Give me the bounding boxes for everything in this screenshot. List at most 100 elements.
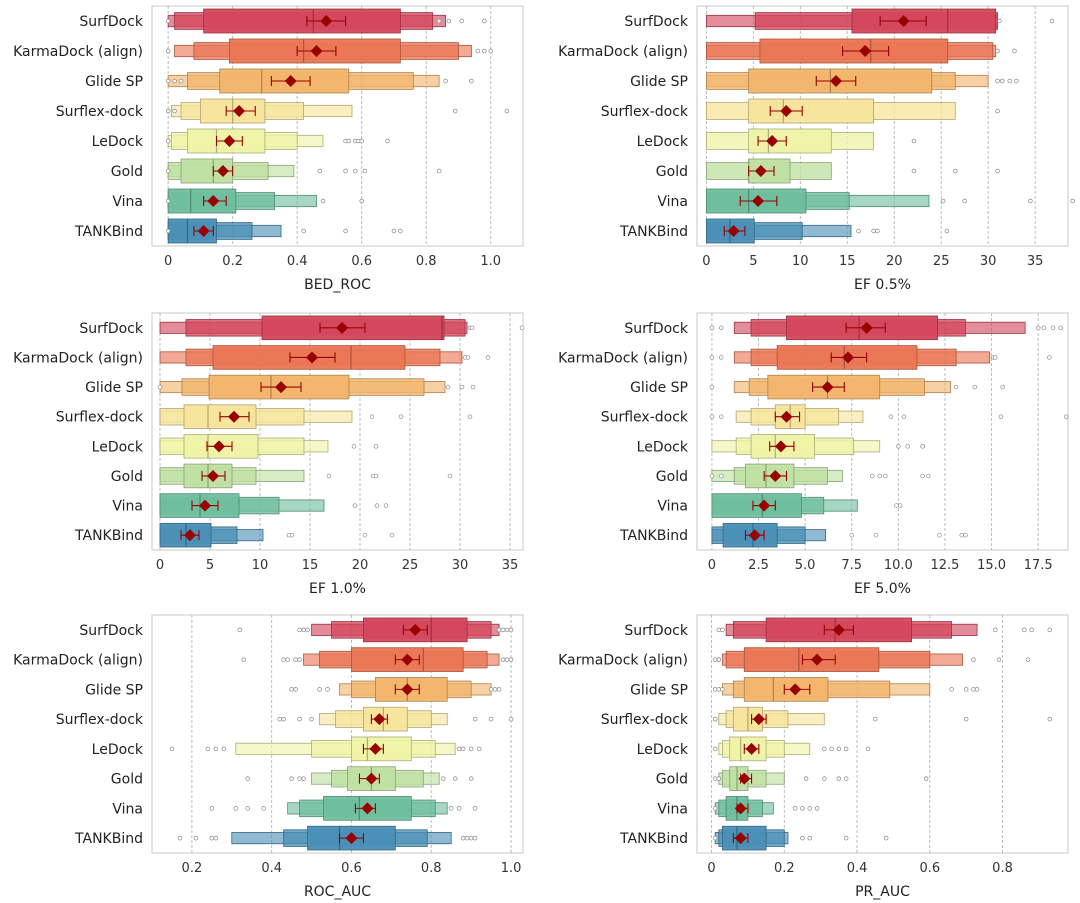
outlier-point [1014,78,1019,84]
series-surflex-dock [277,706,514,732]
outlier-point [803,776,809,781]
mean-marker [780,410,793,423]
outlier-point [937,532,942,538]
mean-marker [401,683,414,696]
tick-label: 17.5 [1024,558,1053,573]
outlier-point [953,384,959,390]
tick-label: 0 [708,558,716,573]
tick-label: 0 [707,861,715,876]
outlier-point [293,657,298,662]
category-label: SurfDock [624,623,688,639]
outlier-point [436,18,442,24]
outlier-point [920,473,925,479]
mean-marker [207,195,220,207]
outlier-point [911,168,917,174]
outlier-point [169,746,175,752]
outlier-point [896,444,901,449]
tick-label: 0 [156,558,164,573]
outlier-point [447,473,453,479]
outlier-point [301,776,306,781]
category-label: LeDock [637,439,689,455]
category-label: Glide SP [85,682,143,698]
series-karmadock-align [709,345,1052,370]
tick-label: 35 [502,558,519,573]
outlier-point [974,687,980,692]
series-glide-sp [712,677,980,702]
axis-label: ROC_AUC [304,884,371,900]
mean-marker [207,469,219,482]
mean-marker [842,351,855,364]
mean-marker [821,381,834,394]
outlier-point [488,687,494,692]
outlier-point [468,776,474,781]
category-label: TANKBind [619,528,688,544]
category-label: Vina [657,499,688,515]
outlier-point [800,806,805,811]
category-label: KarmaDock (align) [13,653,143,669]
outlier-point [718,473,724,479]
mean-marker [752,713,765,726]
outlier-point [469,325,475,331]
outlier-point [301,627,306,633]
category-label: SurfDock [79,321,143,337]
outlier-point [962,198,967,204]
outlier-point [963,532,968,538]
outlier-point [374,503,380,508]
outlier-point [468,746,474,752]
outlier-point [496,687,502,692]
mean-marker [199,499,211,512]
chart-panel-roc-auc: 0.2 0.4 0.6 0.8 1.0 ROC_AUC SurfDock KarmaDock … [13,614,524,900]
series-tankbind [711,522,968,548]
outlier-point [305,627,310,633]
outlier-point [488,48,493,54]
mean-marker [345,832,358,845]
outlier-point [165,108,171,114]
outlier-point [720,627,725,633]
category-label: TANKBind [74,831,143,847]
outlier-point [944,228,950,234]
outlier-point [359,198,364,204]
outlier-point [920,444,925,449]
tick-label: 10 [252,558,269,573]
outlier-point [459,384,465,390]
outlier-point [836,776,842,781]
category-label: Surflex-dock [601,712,689,728]
category-label: Vina [112,194,143,210]
tick-label: 20 [352,558,369,573]
outlier-point [843,746,849,752]
outlier-point [343,228,348,234]
outlier-point [440,776,446,781]
mean-marker [369,742,382,755]
outlier-point [289,776,294,781]
tick-label: 20 [886,254,903,269]
mean-marker [228,410,240,423]
outlier-point [165,138,171,144]
outlier-point [972,384,978,390]
outlier-point [807,835,813,841]
series-tankbind [177,825,478,851]
mean-marker [830,75,843,87]
outlier-point [712,687,718,692]
outlier-point [1007,78,1013,84]
mean-marker [789,683,802,696]
mean-marker [752,195,765,207]
outlier-point [995,108,1000,114]
outlier-point [901,414,907,419]
outlier-point [285,657,290,662]
tick-label: 1.0 [501,861,522,876]
outlier-point [716,687,722,692]
category-label: Vina [112,499,143,515]
category-label: Gold [111,772,143,788]
mean-marker [780,105,793,117]
category-label: Glide SP [85,74,143,90]
outlier-point [519,325,525,331]
series-karmadock-align [241,647,514,672]
outlier-point [209,806,215,811]
outlier-point [472,716,478,722]
mean-marker [336,321,348,334]
series-ledock [711,434,925,459]
series-karmadock-align [712,647,1031,672]
mean-marker [320,15,333,27]
outlier-point [873,532,879,538]
series-vina [711,493,903,518]
